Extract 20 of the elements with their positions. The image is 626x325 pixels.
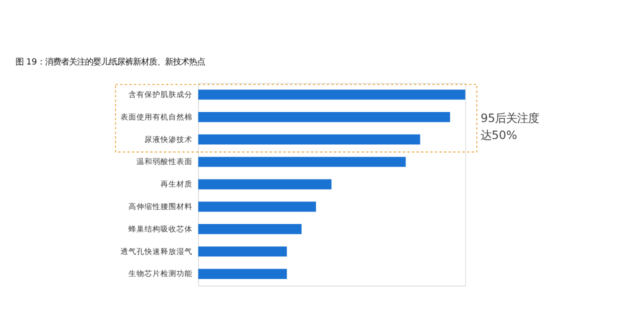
bar: [198, 90, 466, 100]
bar: [198, 134, 420, 145]
bar: [198, 268, 287, 279]
y-tick-label: 温和弱酸性表面: [136, 157, 192, 166]
y-tick-label: 表面使用有机自然棉: [120, 112, 192, 122]
y-tick-label: 蜂巢结构吸收芯体: [128, 224, 192, 234]
y-tick-label: 生物芯片检测功能: [128, 269, 192, 278]
bar: [198, 156, 406, 167]
text: 图 19：消费者关注的婴儿纸尿裤新材质、新技术热点: [16, 56, 205, 67]
bar: [198, 224, 302, 234]
bar: [198, 202, 316, 212]
y-tick-label: 透气孔快速释放湿气: [120, 246, 192, 256]
y-tick-label: 尿液快渗技术: [144, 134, 192, 144]
y-tick-label: 含有保护肌肤成分: [128, 90, 192, 99]
y-tick-label: 高伸缩性腰围材料: [128, 202, 192, 211]
bar: [198, 246, 287, 257]
text: 95后关注度达50%: [480, 111, 540, 142]
bar: [198, 179, 332, 190]
bar: [198, 112, 450, 122]
y-tick-label: 再生材质: [160, 180, 192, 189]
